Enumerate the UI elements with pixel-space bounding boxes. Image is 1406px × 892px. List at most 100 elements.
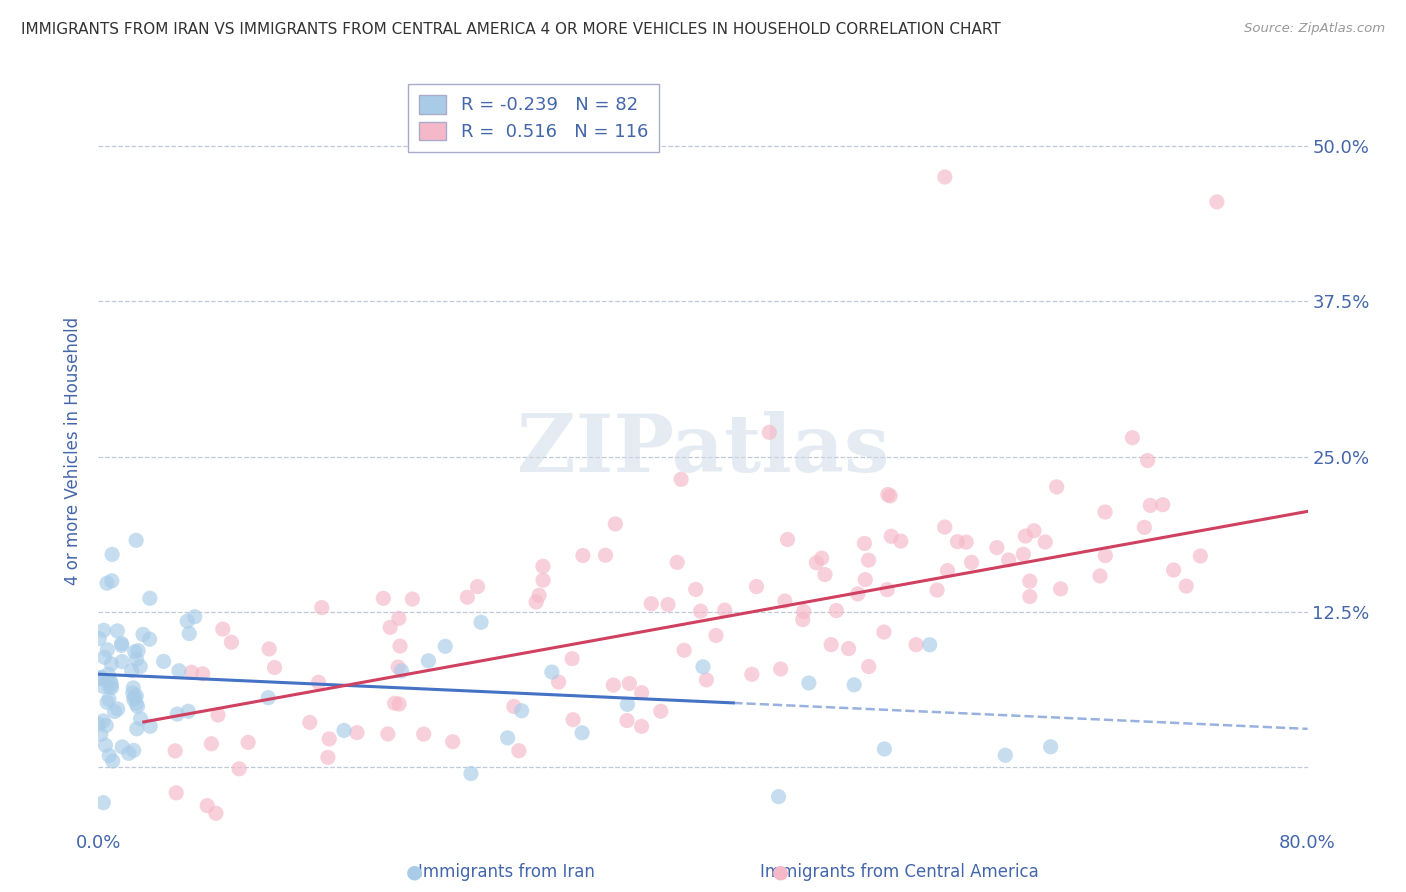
Point: [124, 690, 146, 704]
Point: [96, 642, 118, 657]
Point: [298, 715, 321, 730]
Point: [531, 559, 554, 574]
Point: [571, 726, 593, 740]
Text: ●: ●: [772, 863, 789, 882]
Point: [986, 541, 1008, 555]
Point: [180, 665, 202, 680]
Point: [221, 635, 243, 649]
Point: [616, 698, 638, 712]
Point: [110, 636, 132, 650]
Point: [125, 652, 148, 666]
Point: [918, 638, 941, 652]
Point: [713, 603, 735, 617]
Point: [540, 665, 562, 679]
Point: [165, 744, 187, 758]
Point: [98, 748, 121, 763]
Point: [880, 529, 903, 543]
Point: [124, 645, 146, 659]
Point: [876, 582, 898, 597]
Point: [936, 564, 959, 578]
Point: [806, 556, 828, 570]
Point: [704, 628, 727, 642]
Point: [167, 664, 190, 678]
Point: [890, 534, 912, 549]
Point: [127, 699, 149, 714]
Point: [89, 672, 111, 686]
Point: [346, 725, 368, 739]
Point: [96, 695, 118, 709]
Point: [456, 591, 478, 605]
Point: [93, 624, 115, 638]
Point: [191, 666, 214, 681]
Point: [316, 750, 339, 764]
Point: [388, 611, 411, 625]
Point: [838, 641, 860, 656]
Point: [93, 680, 115, 694]
Point: [773, 594, 796, 608]
Point: [125, 722, 148, 736]
Point: [184, 609, 207, 624]
Point: [211, 622, 233, 636]
Point: [122, 692, 145, 706]
Point: [692, 660, 714, 674]
Point: [879, 489, 901, 503]
Point: [96, 718, 118, 732]
Point: [946, 534, 969, 549]
Point: [496, 731, 519, 745]
Point: [97, 692, 120, 706]
Point: [207, 708, 229, 723]
Y-axis label: 4 or more Vehicles in Household: 4 or more Vehicles in Household: [65, 317, 83, 584]
Point: [527, 588, 550, 602]
Point: [389, 639, 412, 653]
Point: [846, 587, 869, 601]
Point: [377, 727, 399, 741]
Point: [132, 627, 155, 641]
Point: [1189, 549, 1212, 563]
Point: [125, 533, 148, 548]
Point: [470, 615, 492, 630]
Point: [873, 625, 896, 640]
Point: [90, 727, 112, 741]
Point: [1163, 563, 1185, 577]
Point: [391, 664, 413, 678]
Point: [1039, 739, 1062, 754]
Point: [844, 678, 866, 692]
Point: [524, 595, 547, 609]
Point: [1033, 535, 1056, 549]
Point: [257, 690, 280, 705]
Point: [797, 676, 820, 690]
Point: [1018, 590, 1040, 604]
Point: [689, 604, 711, 618]
Point: [1206, 194, 1229, 209]
Point: [1049, 582, 1071, 596]
Point: [100, 657, 122, 671]
Point: [93, 650, 115, 665]
Point: [673, 643, 696, 657]
Point: [121, 686, 143, 700]
Point: [97, 667, 120, 681]
Point: [111, 655, 134, 669]
Point: [91, 714, 114, 728]
Point: [510, 704, 533, 718]
Point: [1121, 431, 1143, 445]
Point: [1139, 499, 1161, 513]
Point: [257, 642, 280, 657]
Point: [853, 573, 876, 587]
Point: [118, 747, 141, 761]
Point: [531, 573, 554, 587]
Point: [572, 549, 595, 563]
Point: [89, 671, 111, 685]
Point: [401, 592, 423, 607]
Point: [111, 639, 134, 653]
Point: [1152, 498, 1174, 512]
Point: [876, 487, 898, 501]
Point: [657, 598, 679, 612]
Point: [384, 696, 406, 710]
Point: [768, 789, 790, 804]
Point: [101, 574, 124, 588]
Text: ●: ●: [406, 863, 423, 882]
Point: [176, 614, 198, 628]
Point: [1136, 453, 1159, 467]
Point: [820, 638, 842, 652]
Point: [100, 677, 122, 691]
